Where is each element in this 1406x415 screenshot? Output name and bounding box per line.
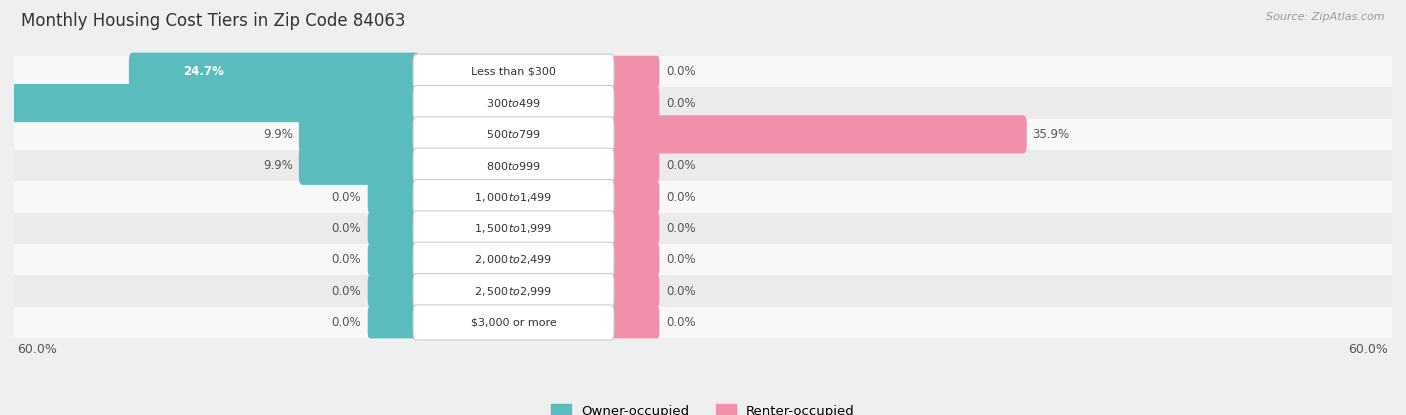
- FancyBboxPatch shape: [368, 212, 418, 244]
- FancyBboxPatch shape: [413, 180, 614, 215]
- Text: $2,500 to $2,999: $2,500 to $2,999: [474, 285, 553, 298]
- FancyBboxPatch shape: [413, 117, 614, 152]
- FancyBboxPatch shape: [609, 275, 659, 307]
- Text: $300 to $499: $300 to $499: [486, 97, 541, 109]
- FancyBboxPatch shape: [299, 146, 419, 185]
- Bar: [14, 119, 1392, 150]
- Bar: [14, 88, 1392, 119]
- Text: 9.9%: 9.9%: [263, 128, 292, 141]
- FancyBboxPatch shape: [413, 242, 614, 277]
- Text: $500 to $799: $500 to $799: [486, 128, 541, 140]
- FancyBboxPatch shape: [413, 54, 614, 89]
- FancyBboxPatch shape: [609, 244, 659, 276]
- FancyBboxPatch shape: [609, 212, 659, 244]
- Text: 0.0%: 0.0%: [332, 190, 361, 204]
- Bar: [14, 181, 1392, 213]
- Text: 0.0%: 0.0%: [666, 65, 696, 78]
- Text: Source: ZipAtlas.com: Source: ZipAtlas.com: [1267, 12, 1385, 22]
- FancyBboxPatch shape: [413, 305, 614, 340]
- FancyBboxPatch shape: [368, 306, 418, 338]
- FancyBboxPatch shape: [299, 115, 419, 154]
- Text: 60.0%: 60.0%: [17, 342, 58, 356]
- FancyBboxPatch shape: [368, 275, 418, 307]
- FancyBboxPatch shape: [413, 85, 614, 121]
- FancyBboxPatch shape: [609, 181, 659, 213]
- Text: 0.0%: 0.0%: [332, 253, 361, 266]
- Text: 0.0%: 0.0%: [666, 316, 696, 329]
- FancyBboxPatch shape: [609, 150, 659, 182]
- FancyBboxPatch shape: [0, 84, 419, 122]
- FancyBboxPatch shape: [413, 273, 614, 309]
- FancyBboxPatch shape: [368, 181, 418, 213]
- Text: $2,000 to $2,499: $2,000 to $2,499: [474, 253, 553, 266]
- Text: 60.0%: 60.0%: [1348, 342, 1389, 356]
- Text: 0.0%: 0.0%: [332, 316, 361, 329]
- Text: Monthly Housing Cost Tiers in Zip Code 84063: Monthly Housing Cost Tiers in Zip Code 8…: [21, 12, 405, 30]
- Text: 0.0%: 0.0%: [332, 285, 361, 298]
- Text: 24.7%: 24.7%: [183, 65, 224, 78]
- FancyBboxPatch shape: [413, 148, 614, 183]
- Text: $3,000 or more: $3,000 or more: [471, 317, 557, 327]
- Text: 0.0%: 0.0%: [666, 253, 696, 266]
- Text: $1,500 to $1,999: $1,500 to $1,999: [474, 222, 553, 235]
- Bar: [14, 307, 1392, 338]
- Bar: [14, 213, 1392, 244]
- Bar: [14, 244, 1392, 276]
- FancyBboxPatch shape: [129, 53, 419, 91]
- Text: $1,000 to $1,499: $1,000 to $1,499: [474, 190, 553, 204]
- FancyBboxPatch shape: [607, 115, 1026, 154]
- Bar: [14, 150, 1392, 181]
- Bar: [14, 56, 1392, 88]
- Text: 0.0%: 0.0%: [666, 222, 696, 235]
- FancyBboxPatch shape: [609, 87, 659, 119]
- Text: 0.0%: 0.0%: [666, 190, 696, 204]
- Text: Less than $300: Less than $300: [471, 67, 555, 77]
- FancyBboxPatch shape: [609, 56, 659, 88]
- Bar: [14, 276, 1392, 307]
- FancyBboxPatch shape: [609, 306, 659, 338]
- Text: 0.0%: 0.0%: [666, 285, 696, 298]
- Text: 35.9%: 35.9%: [1032, 128, 1070, 141]
- Text: 0.0%: 0.0%: [666, 97, 696, 110]
- FancyBboxPatch shape: [413, 211, 614, 246]
- Legend: Owner-occupied, Renter-occupied: Owner-occupied, Renter-occupied: [551, 405, 855, 415]
- FancyBboxPatch shape: [368, 244, 418, 276]
- Text: 0.0%: 0.0%: [666, 159, 696, 172]
- Text: 0.0%: 0.0%: [332, 222, 361, 235]
- Text: 9.9%: 9.9%: [263, 159, 292, 172]
- Text: $800 to $999: $800 to $999: [486, 160, 541, 172]
